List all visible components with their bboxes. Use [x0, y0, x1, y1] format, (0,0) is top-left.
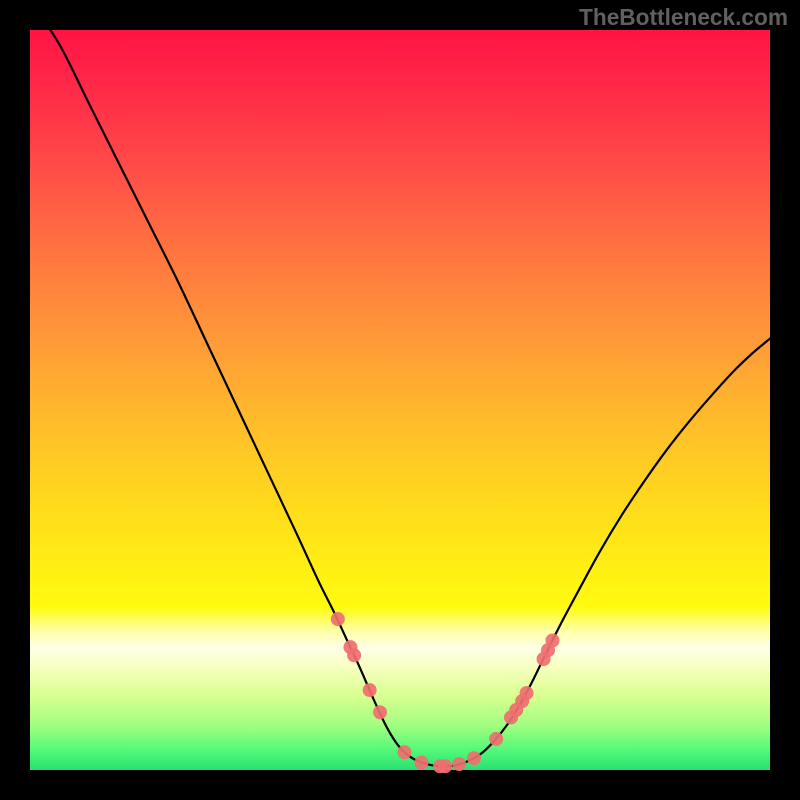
data-marker	[363, 683, 377, 697]
data-marker	[489, 732, 503, 746]
chart-frame: TheBottleneck.com	[0, 0, 800, 800]
data-marker	[373, 705, 387, 719]
data-marker	[545, 634, 559, 648]
plot-area	[30, 30, 770, 770]
data-marker	[414, 756, 428, 770]
data-marker	[467, 751, 481, 765]
data-marker	[520, 686, 534, 700]
data-marker	[397, 745, 411, 759]
data-marker	[331, 612, 345, 626]
data-marker	[347, 648, 361, 662]
marker-group	[331, 612, 560, 773]
bottleneck-curve	[30, 0, 770, 766]
data-marker	[438, 759, 452, 773]
watermark-text: TheBottleneck.com	[579, 4, 788, 31]
curve-layer	[30, 30, 770, 770]
data-marker	[452, 757, 466, 771]
